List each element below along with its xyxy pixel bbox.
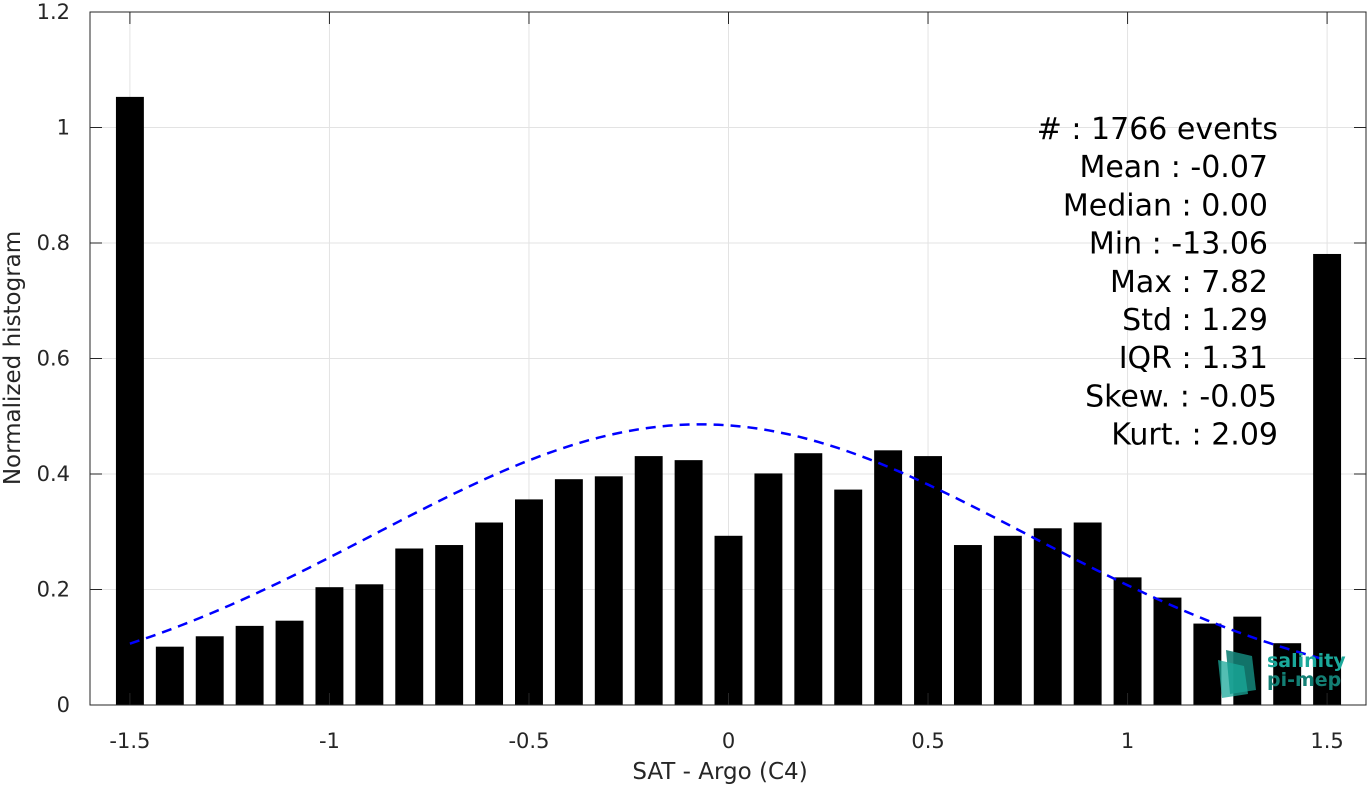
histogram-bar <box>275 620 304 705</box>
logo-text-pi-mep: pi-mep <box>1267 669 1341 691</box>
histogram-bar <box>794 453 823 705</box>
histogram-bar <box>1153 597 1182 705</box>
y-tick-label: 0.4 <box>37 462 70 486</box>
x-tick-label: -0.5 <box>508 729 549 753</box>
histogram-bar <box>435 545 464 705</box>
stat-line: Mean : -0.07 <box>1079 150 1268 185</box>
histogram-bar <box>993 535 1022 705</box>
histogram-bar <box>1113 577 1142 705</box>
histogram-bar <box>914 456 942 705</box>
histogram-bar <box>315 587 344 705</box>
stat-line: Kurt. : 2.09 <box>1111 418 1278 453</box>
y-tick-label: 0.8 <box>37 231 70 255</box>
salinity-pi-mep-logo: salinity pi-mep <box>1218 650 1346 698</box>
x-tick-label: -1.5 <box>109 729 150 753</box>
stat-line: Std : 1.29 <box>1122 303 1268 338</box>
histogram-bar <box>395 548 424 705</box>
histogram-bar <box>554 479 583 705</box>
histogram-bar <box>714 535 743 705</box>
y-axis-label: Normalized histogram <box>0 231 26 485</box>
y-tick-label: 0.2 <box>37 578 70 602</box>
y-tick-label: 1.2 <box>37 0 70 24</box>
histogram-bar <box>155 646 184 705</box>
histogram-bar <box>475 522 504 705</box>
x-tick-labels: -1.5 -1 -0.5 0 0.5 1 1.5 <box>109 729 1343 753</box>
x-axis-label: SAT - Argo (C4) <box>632 759 807 785</box>
histogram-bar <box>754 473 783 705</box>
histogram-bar <box>874 450 903 705</box>
histogram-bar <box>195 636 224 705</box>
x-tick-label: -1 <box>319 729 340 753</box>
gaussian-fit-curve <box>129 423 1328 662</box>
x-tick-label: 1.5 <box>1310 729 1343 753</box>
histogram-bar <box>115 96 144 705</box>
stat-line: Skew. : -0.05 <box>1085 379 1277 414</box>
y-tick-label: 0 <box>57 693 70 717</box>
x-tick-label: 0 <box>722 729 735 753</box>
stat-line: Min : -13.06 <box>1089 227 1268 262</box>
histogram-bar <box>1033 528 1062 705</box>
logo-mark-icon <box>1218 650 1256 698</box>
stat-line: Median : 0.00 <box>1063 188 1268 223</box>
histogram-bar <box>515 499 543 705</box>
axes-frame <box>89 11 1367 706</box>
y-tick-labels: 0 0.2 0.4 0.6 0.8 1 1.2 <box>37 0 70 717</box>
stat-line: Max : 7.82 <box>1110 265 1268 300</box>
histogram-bar <box>235 625 264 705</box>
x-tick-label: 1 <box>1121 729 1134 753</box>
histogram-bar <box>1193 623 1222 705</box>
y-tick-label: 0.6 <box>37 347 70 371</box>
logo-text-salinity: salinity <box>1267 650 1346 672</box>
bars <box>115 96 1342 705</box>
x-tick-label: 0.5 <box>911 729 944 753</box>
histogram-bar <box>355 584 384 705</box>
stat-line: IQR : 1.31 <box>1119 341 1268 376</box>
histogram-bar <box>634 456 663 705</box>
histogram-bar <box>674 460 703 705</box>
histogram-bar <box>834 489 863 705</box>
stat-line: # : 1766 events <box>1037 112 1278 147</box>
histogram-bar <box>953 545 982 705</box>
histogram-bar <box>1313 253 1342 705</box>
y-tick-label: 1 <box>57 116 70 140</box>
histogram-bar <box>1273 643 1302 705</box>
histogram-bar <box>594 476 623 705</box>
histogram-bar <box>1073 522 1102 705</box>
